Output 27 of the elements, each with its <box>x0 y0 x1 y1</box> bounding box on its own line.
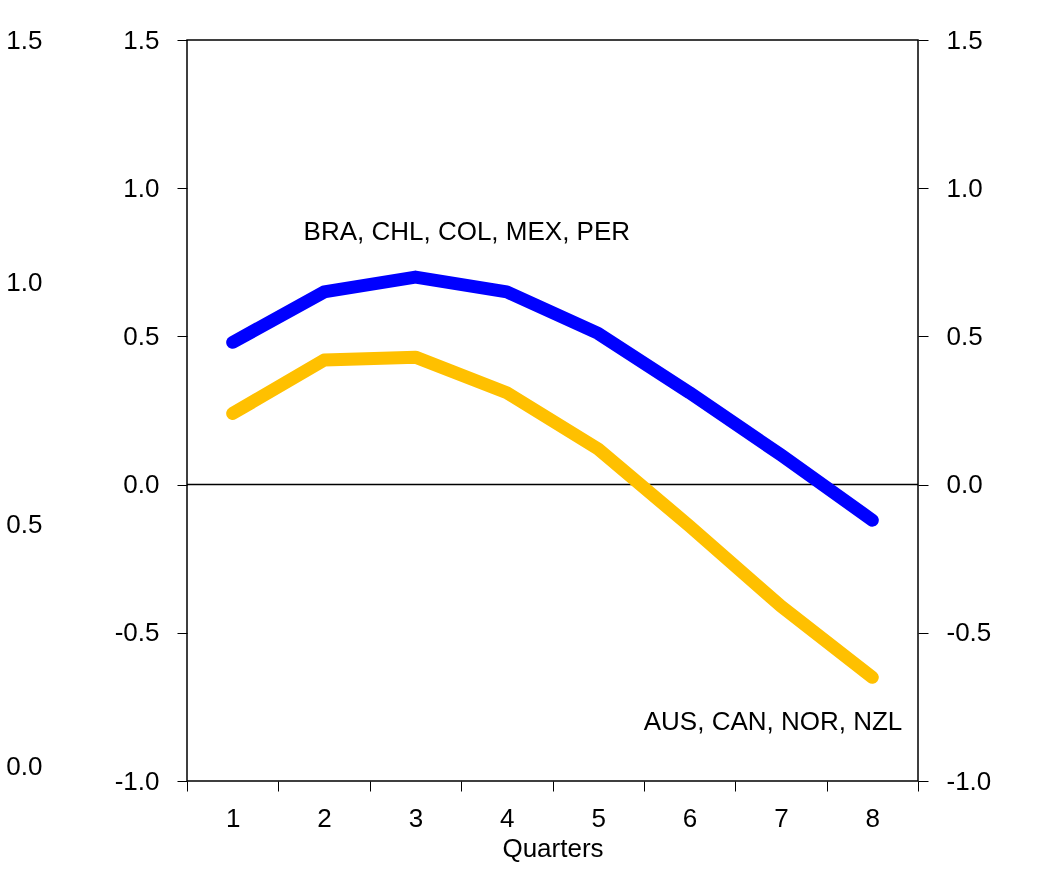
x-tick-label: 4 <box>500 802 515 833</box>
y-tick-label: 1.0 <box>123 172 160 203</box>
y3-tick-label: 1.0 <box>6 266 43 297</box>
y-tick-label: 1.5 <box>123 24 160 55</box>
x-tick-label: 8 <box>865 802 881 833</box>
x-tick-label: 5 <box>591 802 606 833</box>
y2-tick-label: 1.5 <box>946 24 983 55</box>
y2-tick-label: 0.0 <box>946 469 983 500</box>
y-tick-label: -1.0 <box>114 765 160 796</box>
x-tick-label: 3 <box>408 802 424 833</box>
x-tick-label: 1 <box>225 802 241 833</box>
y-tick-label: -0.5 <box>114 617 160 648</box>
y-tick-label: 0.0 <box>123 469 160 500</box>
x-axis-title: Quarters <box>502 832 604 863</box>
x-tick-label: 2 <box>317 802 332 833</box>
series-label: AUS, CAN, NOR, NZL <box>643 706 903 737</box>
x-tick-label: 6 <box>682 802 698 833</box>
y2-tick-label: 0.5 <box>946 320 983 351</box>
x-tick-label: 7 <box>774 802 789 833</box>
y2-tick-label: 1.0 <box>946 172 983 203</box>
y3-tick-label: 0.0 <box>6 750 43 781</box>
series-label: BRA, CHL, COL, MEX, PER <box>303 215 631 246</box>
y3-tick-label: 1.5 <box>6 24 43 55</box>
y3-tick-label: 0.5 <box>6 508 43 539</box>
y2-tick-label: -0.5 <box>946 617 992 648</box>
y2-tick-label: -1.0 <box>946 765 992 796</box>
y-tick-label: 0.5 <box>123 320 160 351</box>
